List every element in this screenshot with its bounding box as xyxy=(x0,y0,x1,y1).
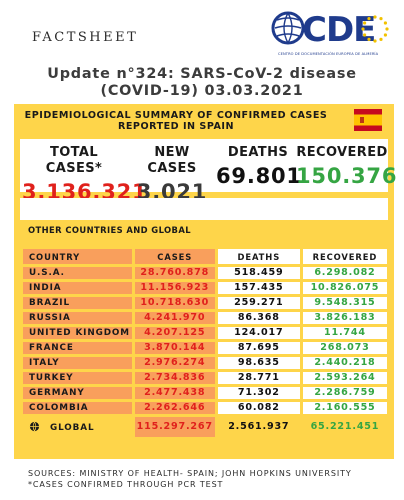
recovered-cell: 11.744 xyxy=(302,327,387,339)
deaths-cell: 124.017 xyxy=(217,327,300,339)
column-header-country: COUNTRY xyxy=(23,249,132,264)
spain-flag-icon xyxy=(354,109,382,131)
country-cell: BRAZIL xyxy=(23,297,132,309)
global-row: GLOBAL 115.297.267 2.561.937 65.221.451 xyxy=(23,417,387,437)
new-cases-label: NEW CASES xyxy=(147,145,197,176)
country-cell: FRANCE xyxy=(23,342,132,354)
recovered-cell: 2.593.264 xyxy=(302,372,387,384)
cases-cell: 2.262.646 xyxy=(134,402,215,414)
cases-cell: 2.477.438 xyxy=(134,387,215,399)
sources-note: SOURCES: MINISTRY OF HEALTH- SPAIN; JOHN… xyxy=(28,468,352,490)
table-row: INDIA 11.156.923 157.435 10.826.075 xyxy=(23,282,387,294)
country-cell: COLOMBIA xyxy=(23,402,132,414)
logo-subtitle: CENTRO DE DOCUMENTACIÓN EUROPEA DE ALMER… xyxy=(278,52,379,56)
page-title: Update n°324: SARS-CoV-2 disease (COVID-… xyxy=(47,66,357,99)
recovered-cell: 10.826.075 xyxy=(302,282,387,294)
global-label-cell: GLOBAL xyxy=(23,417,132,437)
cases-cell: 2.976.274 xyxy=(134,357,215,369)
deaths-cell: 87.695 xyxy=(217,342,300,354)
table-row: U.S.A. 28.760.878 518.459 6.298.082 xyxy=(23,267,387,279)
recovered-cell: 9.548.315 xyxy=(302,297,387,309)
country-cell: U.S.A. xyxy=(23,267,132,279)
cases-cell: 28.760.878 xyxy=(134,267,215,279)
eu-stars-globe-icon xyxy=(271,11,305,45)
table-header-row: COUNTRY CASES DEATHS RECOVERED xyxy=(23,249,387,264)
recovered-value: 150.376 xyxy=(296,164,398,188)
deaths-cell: 157.435 xyxy=(217,282,300,294)
cases-cell: 11.156.923 xyxy=(134,282,215,294)
country-cell: INDIA xyxy=(23,282,132,294)
table-body: U.S.A. 28.760.878 518.459 6.298.082 INDIA 11.… xyxy=(23,267,387,414)
column-header-recovered: RECOVERED xyxy=(302,249,387,264)
recovered-block: RECOVERED 150.376 xyxy=(296,145,398,189)
cde-logo: CDE CENTRO DE DOCUMENTACIÓN EUROPEA DE A… xyxy=(268,8,392,58)
global-label: GLOBAL xyxy=(49,422,95,433)
column-header-cases: CASES xyxy=(134,249,215,264)
globe-icon xyxy=(29,421,40,431)
new-cases-block: NEW CASES 3.021 xyxy=(128,145,216,205)
table-row: COLOMBIA 2.262.646 60.082 2.160.555 xyxy=(23,402,387,414)
table-row: ITALY 2.976.274 98.635 2.440.218 xyxy=(23,357,387,369)
country-cell: RUSSIA xyxy=(23,312,132,324)
deaths-cell: 71.302 xyxy=(217,387,300,399)
spacer-row xyxy=(20,198,388,220)
table-row: FRANCE 3.870.144 87.695 268.073 xyxy=(23,342,387,354)
recovered-cell: 2.160.555 xyxy=(302,402,387,414)
deaths-value: 69.801 xyxy=(216,164,302,188)
pcr-footnote: *CASES CONFIRMED THROUGH PCR TEST xyxy=(28,480,224,489)
factsheet-label: FACTSHEET xyxy=(32,30,139,45)
deaths-cell: 28.771 xyxy=(217,372,300,384)
deaths-cell: 60.082 xyxy=(217,402,300,414)
recovered-cell: 2.286.759 xyxy=(302,387,387,399)
deaths-label: DEATHS xyxy=(227,145,289,160)
recovered-label: RECOVERED xyxy=(296,145,388,160)
deaths-cell: 259.271 xyxy=(217,297,300,309)
recovered-cell: 3.826.183 xyxy=(302,312,387,324)
recovered-cell: 268.073 xyxy=(302,342,387,354)
country-cell: TURKEY xyxy=(23,372,132,384)
cases-cell: 3.870.144 xyxy=(134,342,215,354)
global-recovered: 65.221.451 xyxy=(302,417,387,437)
other-countries-header: OTHER COUNTRIES AND GLOBAL xyxy=(28,225,191,235)
deaths-block: DEATHS 69.801 xyxy=(216,145,302,189)
total-cases-label: TOTAL CASES* xyxy=(45,145,103,176)
sources-line: SOURCES: MINISTRY OF HEALTH- SPAIN; JOHN… xyxy=(28,469,352,478)
cases-cell: 2.734.836 xyxy=(134,372,215,384)
table-row: TURKEY 2.734.836 28.771 2.593.264 xyxy=(23,372,387,384)
total-cases-block: TOTAL CASES* 3.136.321 xyxy=(22,145,147,205)
spain-summary-header: EPIDEMIOLOGICAL SUMMARY OF CONFIRMED CAS… xyxy=(24,109,328,133)
country-cell: UNITED KINGDOM xyxy=(23,327,132,339)
table-row: GERMANY 2.477.438 71.302 2.286.759 xyxy=(23,387,387,399)
recovered-cell: 2.440.218 xyxy=(302,357,387,369)
deaths-cell: 518.459 xyxy=(217,267,300,279)
country-cell: GERMANY xyxy=(23,387,132,399)
spain-summary: TOTAL CASES* 3.136.321 NEW CASES 3.021 D… xyxy=(20,139,398,204)
deaths-cell: 86.368 xyxy=(217,312,300,324)
table-row: UNITED KINGDOM 4.207.125 124.017 11.744 xyxy=(23,327,387,339)
country-cell: ITALY xyxy=(23,357,132,369)
cases-cell: 4.241.970 xyxy=(134,312,215,324)
table-row: BRAZIL 10.718.630 259.271 9.548.315 xyxy=(23,297,387,309)
cases-cell: 4.207.125 xyxy=(134,327,215,339)
global-cases: 115.297.267 xyxy=(134,417,215,437)
table-row: RUSSIA 4.241.970 86.368 3.826.183 xyxy=(23,312,387,324)
deaths-cell: 98.635 xyxy=(217,357,300,369)
column-header-deaths: DEATHS xyxy=(217,249,300,264)
countries-table: COUNTRY CASES DEATHS RECOVERED U.S.A. 28.… xyxy=(20,246,390,440)
global-deaths: 2.561.937 xyxy=(217,417,300,437)
eu-stars-icon xyxy=(361,15,389,43)
recovered-cell: 6.298.082 xyxy=(302,267,387,279)
cases-cell: 10.718.630 xyxy=(134,297,215,309)
